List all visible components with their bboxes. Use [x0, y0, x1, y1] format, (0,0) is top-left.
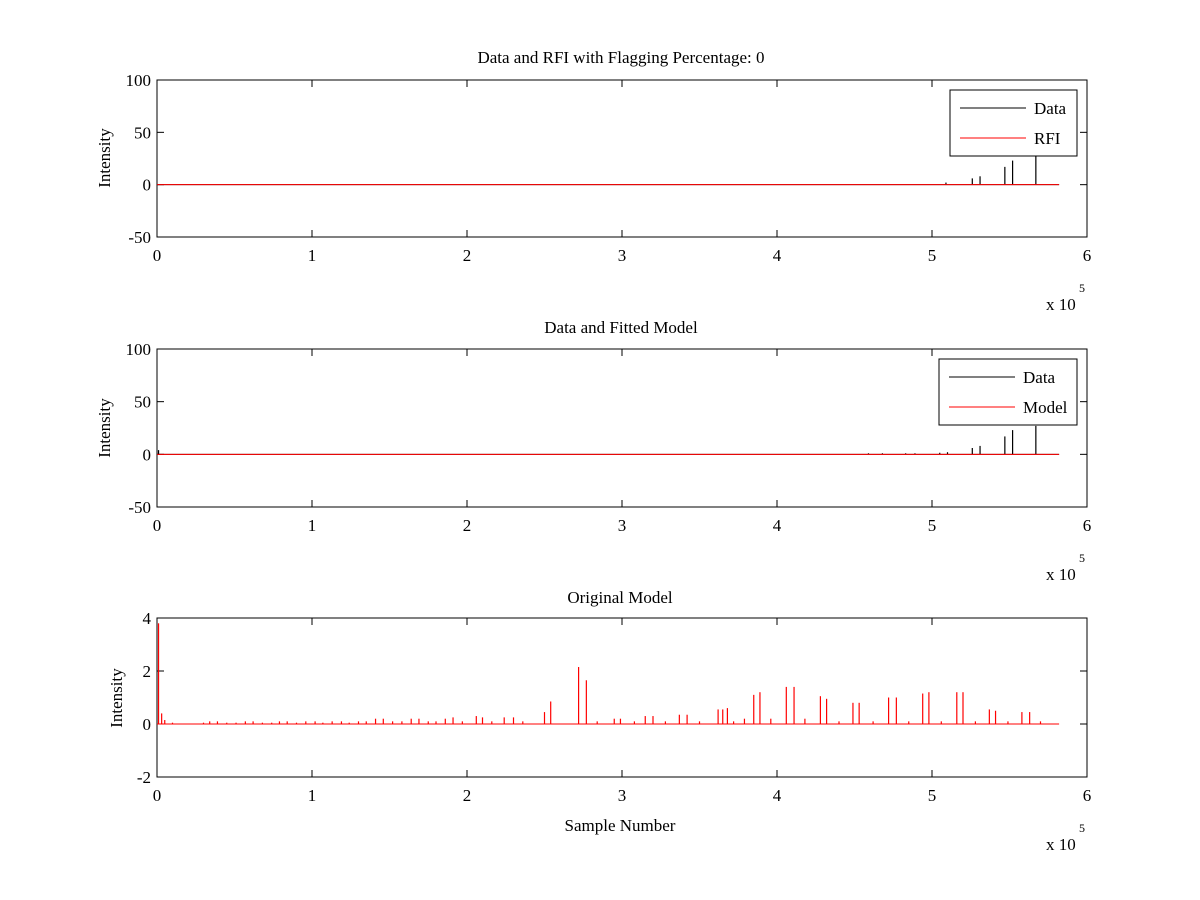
- x-tick-label: 5: [928, 246, 937, 265]
- y-tick-label: -2: [137, 768, 151, 787]
- y-tick-label: -50: [128, 228, 151, 247]
- x-tick-label: 3: [618, 246, 627, 265]
- y-tick-label: 100: [126, 71, 152, 90]
- legend: Data Model: [938, 358, 1078, 426]
- x-multiplier-base: x 10: [1046, 835, 1076, 854]
- y-tick-label: 0: [143, 445, 152, 464]
- x-multiplier-base: x 10: [1046, 295, 1076, 314]
- legend-box: [938, 358, 1078, 426]
- x-tick-label: 2: [463, 516, 472, 535]
- x-tick-label: 2: [463, 786, 472, 805]
- y-tick-label: 50: [134, 123, 151, 142]
- x-multiplier-exponent: 5: [1079, 821, 1085, 835]
- x-tick-label: 1: [308, 246, 317, 265]
- legend-label: RFI: [1034, 129, 1061, 148]
- x-tick-label: 1: [308, 786, 317, 805]
- y-axis-label: Intensity: [95, 398, 114, 458]
- legend: Data RFI: [949, 89, 1078, 157]
- x-tick-label: 1: [308, 516, 317, 535]
- y-tick-label: -50: [128, 498, 151, 517]
- x-tick-label: 5: [928, 516, 937, 535]
- panel-data-and-rfi: Data and RFI with Flagging Percentage: 0…: [95, 48, 1091, 314]
- x-tick-label: 5: [928, 786, 937, 805]
- legend-label: Data: [1034, 99, 1067, 118]
- x-multiplier-base: x 10: [1046, 565, 1076, 584]
- panel-title: Data and RFI with Flagging Percentage: 0: [477, 48, 764, 67]
- x-tick-label: 2: [463, 246, 472, 265]
- x-tick-label: 4: [773, 786, 782, 805]
- x-tick-label: 3: [618, 516, 627, 535]
- y-tick-label: 2: [143, 662, 152, 681]
- y-axis-label: Intensity: [95, 128, 114, 188]
- panel-title: Data and Fitted Model: [544, 318, 698, 337]
- y-axis-label: Intensity: [107, 668, 126, 728]
- x-multiplier-exponent: 5: [1079, 551, 1085, 565]
- series-model: [157, 623, 1060, 725]
- y-tick-label: 0: [143, 176, 152, 195]
- x-tick-label: 3: [618, 786, 627, 805]
- panel-data-and-fitted-model: Data and Fitted Model 0 1 2 3 4 5 6-50050100Da…: [95, 318, 1091, 584]
- legend-label: Data: [1023, 368, 1056, 387]
- x-tick-label: 0: [153, 786, 162, 805]
- x-tick-label: 6: [1083, 786, 1092, 805]
- x-multiplier-exponent: 5: [1079, 281, 1085, 295]
- x-tick-label: 0: [153, 516, 162, 535]
- x-tick-label: 0: [153, 246, 162, 265]
- y-tick-label: 0: [143, 715, 152, 734]
- y-tick-label: 100: [126, 340, 152, 359]
- legend-box: [949, 89, 1078, 157]
- legend-label: Model: [1023, 398, 1068, 417]
- y-tick-label: 50: [134, 393, 151, 412]
- y-tick-label: 4: [143, 609, 152, 628]
- x-tick-label: 6: [1083, 246, 1092, 265]
- x-tick-label: 6: [1083, 516, 1092, 535]
- x-axis-label: Sample Number: [565, 816, 676, 835]
- panel-title: Original Model: [567, 588, 673, 607]
- x-tick-label: 4: [773, 246, 782, 265]
- x-tick-label: 4: [773, 516, 782, 535]
